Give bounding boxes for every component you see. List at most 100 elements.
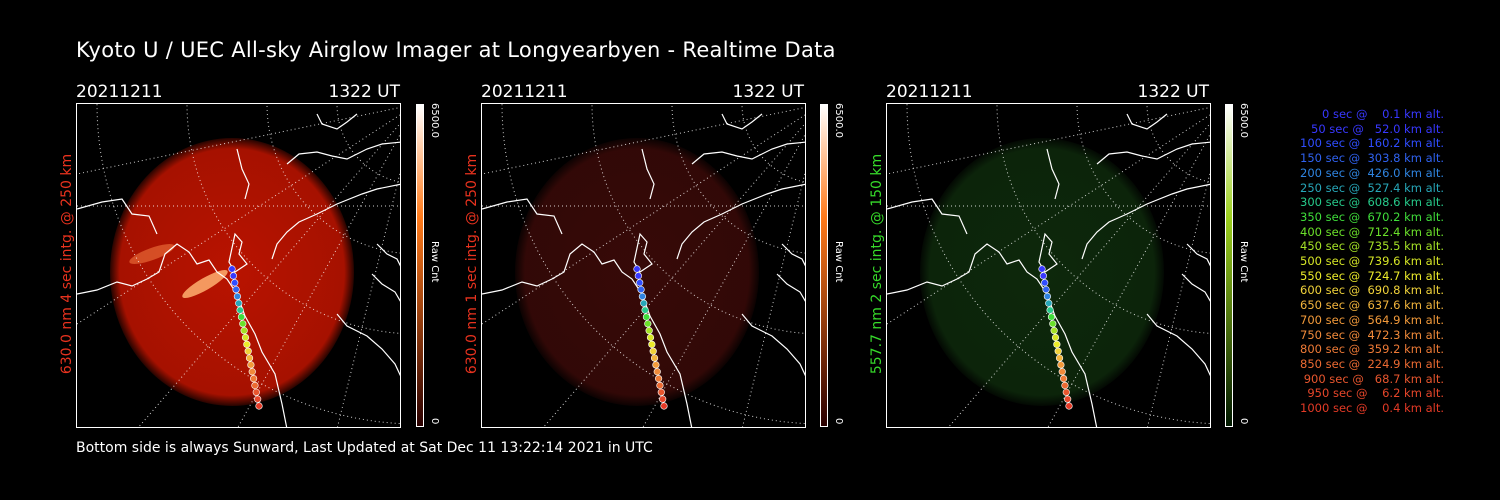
trajectory-point [1054, 347, 1062, 355]
trajectory-point [251, 381, 259, 390]
trajectory-point [1047, 313, 1056, 321]
trajectory-point [1038, 265, 1046, 273]
legend-row: 750 sec @ 472.3 km alt. [1300, 327, 1444, 342]
trajectory-point [1061, 381, 1069, 390]
trajectory-point [1065, 402, 1073, 410]
trajectory-point [240, 327, 248, 335]
panel-1-image [76, 103, 401, 428]
legend-row: 250 sec @ 527.4 km alt. [1300, 180, 1444, 195]
panel-1-colorbar [416, 104, 424, 427]
trajectory-point [235, 299, 243, 307]
trajectory-point [1045, 299, 1053, 307]
trajectory-point [645, 327, 653, 335]
page-title: Kyoto U / UEC All-sky Airglow Imager at … [76, 38, 836, 62]
trajectory-point [243, 340, 251, 348]
trajectory-point [655, 375, 663, 383]
legend-row: 300 sec @ 608.6 km alt. [1300, 195, 1444, 210]
trajectory-point [1046, 306, 1054, 314]
trajectory-point [244, 347, 252, 355]
legend-row: 450 sec @ 735.5 km alt. [1300, 239, 1444, 254]
legend-row: 900 sec @ 68.7 km alt. [1303, 371, 1444, 386]
trajectory-point [648, 340, 656, 348]
trajectory-point [1049, 320, 1057, 328]
trajectory-point [660, 402, 668, 410]
panel-1-colorbar-max: 6500.0 [429, 103, 440, 138]
trajectory-point [1064, 395, 1072, 403]
trajectory-point [657, 388, 665, 396]
panel-3-colorbar-min: 0 [1238, 418, 1249, 425]
trajectory-point [1058, 368, 1066, 376]
coastline [77, 113, 400, 427]
panel-1-colorbar-unit: Raw Cnt [429, 241, 440, 283]
legend-row: 100 sec @ 160.2 km alt. [1300, 136, 1444, 151]
legend-row: 1000 sec @ 0.4 km alt. [1300, 401, 1444, 416]
panel-2-colorbar-max: 6500.0 [833, 103, 844, 138]
trajectory-point [254, 395, 262, 403]
trajectory-point [1057, 361, 1065, 369]
trajectory-point [1050, 327, 1058, 335]
trajectory-point [232, 285, 240, 294]
trajectory-point [233, 292, 241, 300]
panel-1-side-label: 630.0 nm 4 sec intg. @ 250 km [59, 153, 75, 375]
trajectory-point [1060, 375, 1068, 383]
trajectory-point [1042, 285, 1050, 294]
panel-3-date: 20211211 [886, 82, 973, 102]
trajectory-point [236, 306, 244, 314]
legend-row: 400 sec @ 712.4 km alt. [1300, 224, 1444, 239]
legend-row: 800 sec @ 359.2 km alt. [1300, 342, 1444, 357]
trajectory-point [642, 313, 651, 321]
panel-3-colorbar-max: 6500.0 [1238, 103, 1249, 138]
trajectory-point [1041, 279, 1049, 287]
trajectory-point [239, 320, 247, 328]
trajectory-point [1055, 354, 1064, 362]
trajectory-point [653, 368, 661, 376]
panel-2-date: 20211211 [481, 82, 568, 102]
trajectory-point [633, 265, 641, 273]
legend-row: 550 sec @ 724.7 km alt. [1300, 268, 1444, 283]
panel-1-date: 20211211 [76, 82, 163, 102]
legend-row: 200 sec @ 426.0 km alt. [1300, 165, 1444, 180]
rocket-trajectory [228, 265, 263, 410]
coastline [887, 113, 1210, 427]
trajectory-point [237, 313, 246, 321]
trajectory-point [636, 279, 644, 287]
panel-2-colorbar-unit: Raw Cnt [833, 241, 844, 283]
legend-row: 0 sec @ 0.1 km alt. [1321, 107, 1444, 121]
panel-3-side-label: 557.7 nm 2 sec intg. @ 150 km [869, 153, 885, 375]
panel-2-colorbar-min: 0 [833, 418, 844, 425]
legend-row: 650 sec @ 637.6 km alt. [1300, 298, 1444, 313]
trajectory-point [638, 292, 646, 300]
panel-1-colorbar-min: 0 [429, 418, 440, 425]
legend-row: 350 sec @ 670.2 km alt. [1300, 209, 1444, 224]
legend-row: 700 sec @ 564.9 km alt. [1300, 312, 1444, 327]
legend-row: 950 sec @ 6.2 km alt. [1307, 386, 1444, 401]
trajectory-legend: 0 sec @ 0.1 km alt. 50 sec @ 52.0 km alt.… [1262, 107, 1444, 416]
panel-3-image [886, 103, 1211, 428]
panel-2-time: 1322 UT [732, 82, 805, 102]
trajectory-point [640, 299, 648, 307]
trajectory-point [228, 265, 236, 273]
trajectory-point [241, 333, 250, 342]
panel-2-colorbar [820, 104, 828, 427]
trajectory-point [250, 375, 258, 383]
trajectory-point [231, 279, 239, 287]
footer-status: Bottom side is always Sunward, Last Upda… [76, 440, 653, 456]
coastline [482, 113, 805, 427]
trajectory-point [248, 368, 256, 376]
trajectory-point [1043, 292, 1051, 300]
panel-2-side-label: 630.0 nm 1 sec intg. @ 250 km [464, 153, 480, 375]
trajectory-point [644, 320, 652, 328]
trajectory-point [1051, 333, 1060, 342]
trajectory-point [229, 272, 237, 280]
trajectory-point [637, 285, 645, 294]
trajectory-point [1053, 340, 1061, 348]
trajectory-point [247, 361, 255, 369]
panel-2-image [481, 103, 806, 428]
trajectory-point [252, 388, 260, 396]
panel-3-time: 1322 UT [1137, 82, 1210, 102]
trajectory-point [1039, 272, 1047, 280]
trajectory-point [634, 272, 642, 280]
trajectory-point [1062, 388, 1070, 396]
legend-row: 150 sec @ 303.8 km alt. [1300, 151, 1444, 166]
rocket-trajectory [633, 265, 668, 410]
